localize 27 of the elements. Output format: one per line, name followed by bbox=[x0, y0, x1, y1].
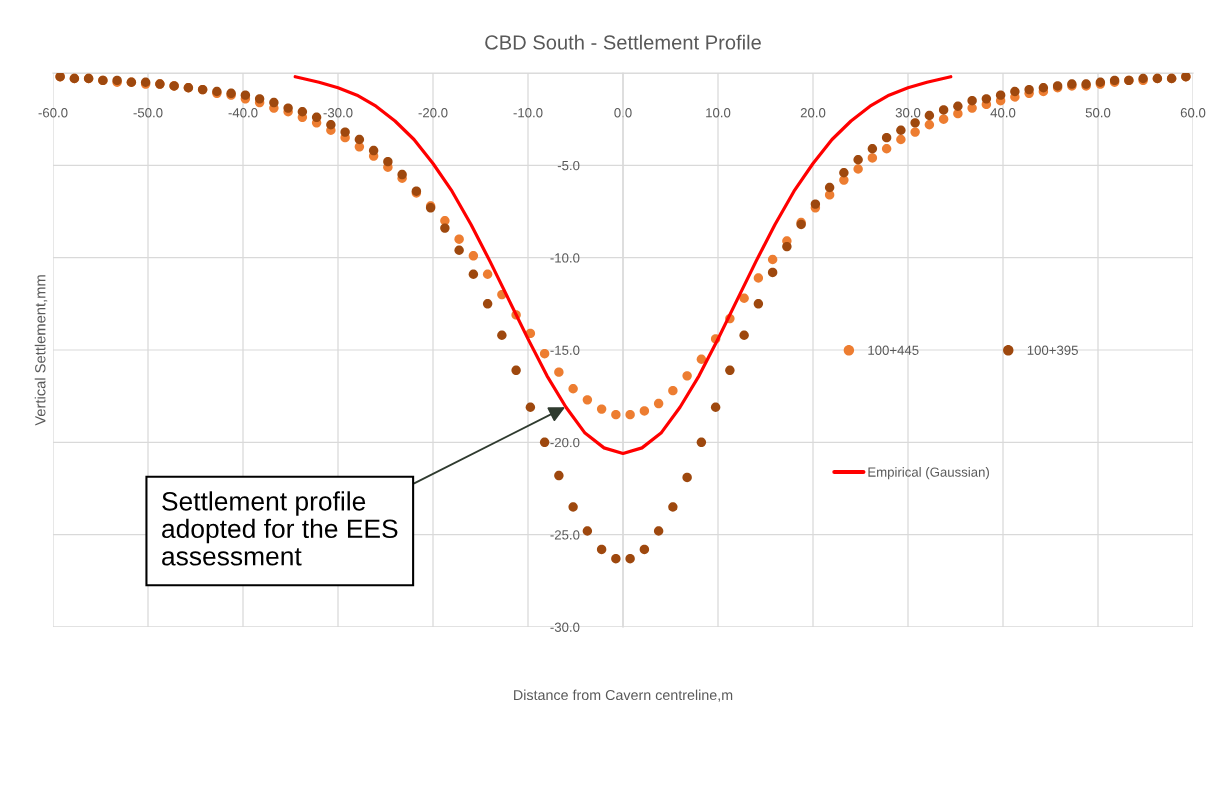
x-tick-label: -40.0 bbox=[228, 108, 258, 118]
y-tick-label: -25.0 bbox=[550, 530, 580, 540]
legend-label: 100+395 bbox=[1027, 345, 1078, 355]
y-tick-label: -10.0 bbox=[550, 253, 580, 263]
x-tick-label: 0.0 bbox=[614, 108, 632, 118]
chart-title: CBD South - Settlement Profile bbox=[485, 34, 761, 50]
x-tick-label: -20.0 bbox=[418, 108, 448, 118]
x-tick-label: -30.0 bbox=[323, 108, 353, 118]
line-series bbox=[293, 75, 953, 456]
x-tick-label: 30.0 bbox=[895, 108, 921, 118]
y-tick-label: -5.0 bbox=[557, 160, 580, 171]
x-tick-label: 40.0 bbox=[990, 108, 1016, 118]
y-tick-label: -30.0 bbox=[550, 622, 580, 632]
x-tick-label: 20.0 bbox=[800, 108, 826, 118]
y-tick-label: -20.0 bbox=[550, 437, 580, 448]
y-tick-label: -15.0 bbox=[550, 345, 580, 355]
annotation: Settlement profile adopted for the EES assessment bbox=[162, 491, 398, 566]
x-tick-label: -50.0 bbox=[133, 108, 163, 118]
legend-label: Empirical (Gaussian) bbox=[868, 467, 989, 480]
x-tick-label: 10.0 bbox=[706, 108, 731, 118]
x-tick-label: 50.0 bbox=[1085, 108, 1111, 118]
x-tick-label: -10.0 bbox=[513, 108, 543, 118]
x-tick-label: 60.0 bbox=[1180, 108, 1206, 118]
y-axis-title: Vertical Settlement,mm bbox=[34, 275, 48, 426]
x-tick-label: -60.0 bbox=[38, 108, 68, 118]
x-axis-title: Distance from Cavern centreline,m bbox=[514, 689, 733, 702]
legend-label: 100+445 bbox=[868, 345, 919, 355]
